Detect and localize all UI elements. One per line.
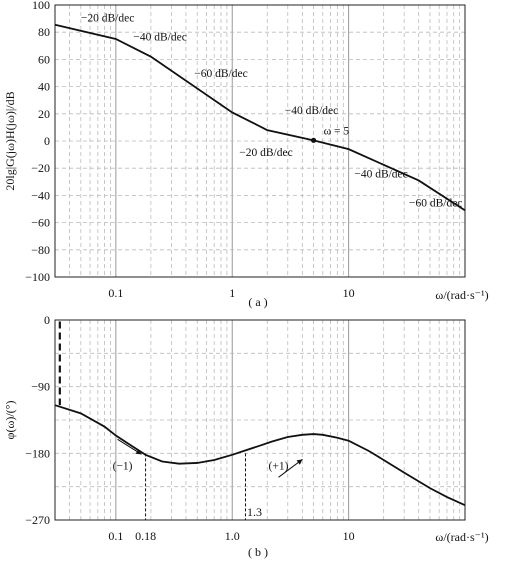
crossing-arrow-head — [296, 459, 303, 465]
x-tick-label: 1.0 — [225, 529, 240, 543]
x-tick-label: 10 — [343, 286, 355, 300]
y-tick-label: −80 — [31, 243, 50, 257]
panel-label: ( b ) — [248, 545, 268, 559]
plot-frame — [54, 4, 466, 278]
x-tick-label: 0.1 — [108, 286, 123, 300]
y-axis-label: φ(ω)/(°) — [3, 401, 17, 440]
crossover-point — [310, 137, 317, 143]
plot-frame — [54, 319, 466, 521]
x-axis-label: ω/(rad·s⁻¹) — [435, 288, 488, 302]
crossing-value-label: 1.3 — [247, 505, 262, 519]
y-tick-label: −60 — [31, 216, 50, 230]
slope-annotation: −40 dB/dec — [285, 105, 338, 117]
y-tick-label: −90 — [31, 380, 50, 394]
y-tick-label: −270 — [25, 513, 50, 527]
x-tick-label: 0.18 — [135, 529, 156, 543]
y-tick-label: 80 — [38, 25, 50, 39]
y-tick-label: −40 — [31, 188, 50, 202]
slope-annotation: −60 dB/dec — [409, 197, 462, 209]
slope-annotation: −40 dB/dec — [354, 169, 407, 181]
y-tick-label: 0 — [44, 134, 50, 148]
crossing-direction-label: (−1) — [113, 460, 133, 472]
x-tick-label: 10 — [343, 529, 355, 543]
slope-annotation: −40 dB/dec — [133, 31, 186, 43]
magnitude-curve — [54, 23, 466, 212]
x-axis-label: ω/(rad·s⁻¹) — [435, 530, 488, 544]
crossing-direction-label: (+1) — [269, 460, 289, 472]
y-tick-label: 0 — [44, 313, 50, 327]
slope-annotation: −20 dB/dec — [239, 147, 292, 159]
x-tick-label: 1 — [229, 286, 235, 300]
y-tick-label: −100 — [25, 270, 50, 284]
y-tick-label: 40 — [38, 80, 50, 94]
crossover-label: ω = 5 — [324, 125, 350, 137]
slope-annotation: −60 dB/dec — [194, 68, 247, 80]
y-tick-label: 60 — [38, 52, 50, 66]
phase-plot: 0 −90 −180 −270 0.1 0.18 1.0 10 1.3 ( b ) ω/(rad·s… — [3, 313, 489, 559]
y-tick-label: −20 — [31, 161, 50, 175]
y-tick-label: −180 — [25, 446, 50, 460]
phase-curve — [54, 404, 466, 507]
magnitude-plot: 100 80 60 40 20 0 −20 −40 −60 −80 −100 0.1 1 10 ( a ) ω… — [3, 0, 489, 309]
y-tick-label: 20 — [38, 107, 50, 121]
y-tick-label: 100 — [32, 0, 50, 12]
x-tick-label: 0.1 — [108, 529, 123, 543]
y-axis-label: 20lg|G(jω)H(jω)|/dB — [3, 91, 17, 190]
crossing-arrow-head — [135, 449, 142, 455]
panel-label: ( a ) — [248, 295, 267, 309]
slope-annotation: −20 dB/dec — [81, 12, 134, 24]
